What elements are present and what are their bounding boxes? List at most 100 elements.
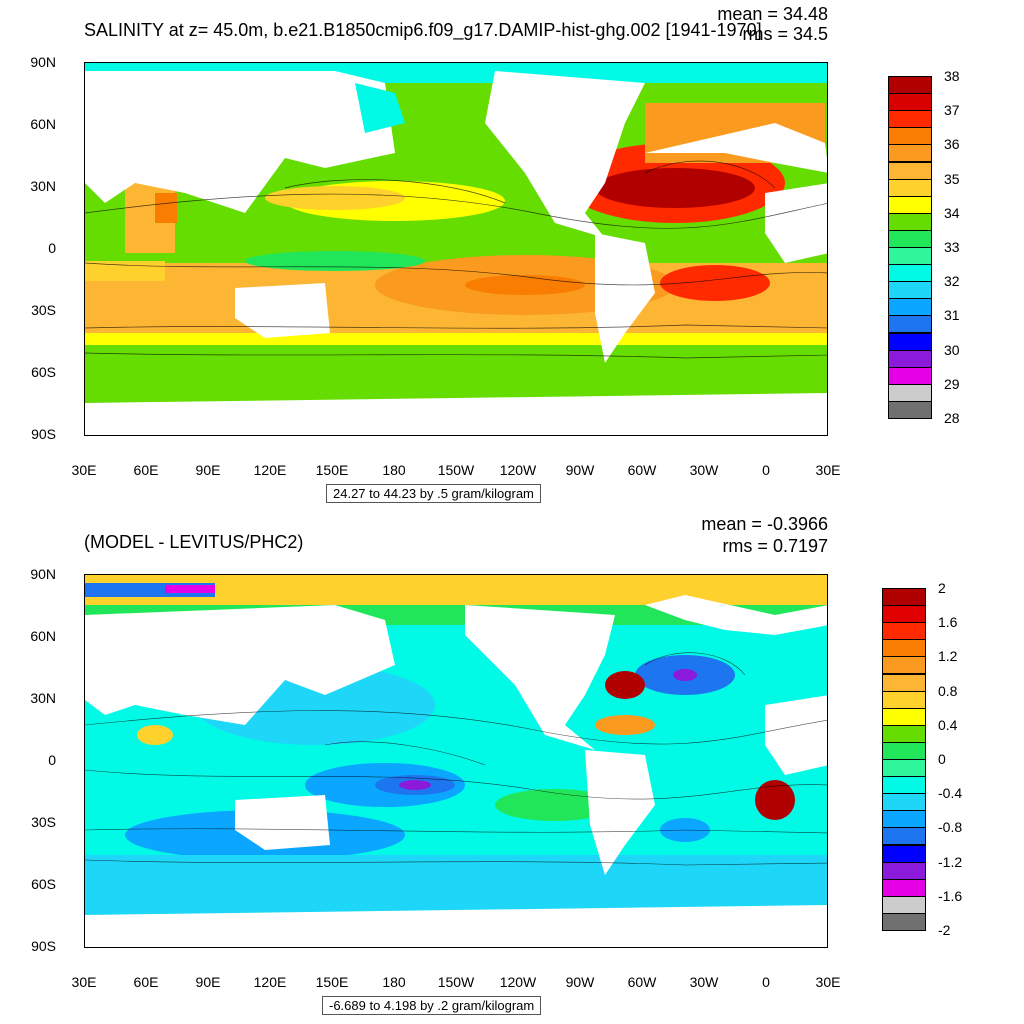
- colorbar-label: 34: [944, 204, 960, 221]
- y-tick-90n: 90N: [30, 566, 56, 582]
- difference-colorbar: 2 1.6 1.2 0.8 0.4 0 -0.4 -0.8 -1.2 -1.6 -2: [882, 580, 962, 938]
- colorbar-label: 31: [944, 307, 960, 324]
- x-tick-30w: 30W: [689, 462, 719, 478]
- colorbar-swatch: [882, 861, 926, 880]
- colorbar-swatch: [882, 759, 926, 778]
- salinity-panel: SALINITY at z= 45.0m, b.e21.B1850cmip6.f…: [30, 4, 960, 503]
- colorbar-swatch: [888, 264, 932, 283]
- colorbar-label: 1.2: [938, 648, 958, 665]
- colorbar-swatch: [882, 895, 926, 914]
- salinity-title: SALINITY at z= 45.0m, b.e21.B1850cmip6.f…: [84, 20, 762, 40]
- colorbar-swatch: [888, 229, 932, 248]
- colorbar-label: -0.4: [938, 785, 963, 802]
- x-tick-0: 0: [762, 974, 770, 990]
- x-tick-60e: 60E: [133, 974, 159, 990]
- colorbar-swatch: [882, 622, 926, 641]
- x-tick-90w: 90W: [565, 462, 595, 478]
- x-tick-30e-end: 30E: [815, 974, 841, 990]
- y-tick-60n: 60N: [30, 116, 56, 132]
- colorbar-label: 38: [944, 68, 960, 84]
- colorbar-label: 2: [938, 580, 946, 596]
- colorbar-label: 35: [944, 170, 960, 187]
- difference-rms: rms = 0.7197: [722, 536, 828, 556]
- y-tick-0: 0: [48, 752, 56, 768]
- colorbar-swatch: [882, 776, 926, 795]
- colorbar-swatch: [888, 383, 932, 402]
- x-tick-0: 0: [762, 462, 770, 478]
- x-tick-120e: 120E: [253, 462, 287, 478]
- colorbar-swatch: [888, 195, 932, 214]
- colorbar-label: 0.4: [938, 716, 958, 733]
- salinity-map: [84, 62, 828, 436]
- x-tick-150w: 150W: [437, 974, 475, 990]
- colorbar-swatch: [888, 315, 932, 334]
- y-tick-60s: 60S: [31, 364, 56, 380]
- y-tick-30s: 30S: [31, 814, 56, 830]
- colorbar-swatch: [888, 349, 932, 368]
- colorbar-label: 28: [944, 410, 960, 426]
- colorbar-swatch: [888, 247, 932, 266]
- x-tick-150e: 150E: [315, 974, 349, 990]
- colorbar-label: 36: [944, 136, 960, 153]
- y-tick-60s: 60S: [31, 876, 56, 892]
- x-tick-30e: 30E: [71, 462, 97, 478]
- x-tick-120w: 120W: [499, 974, 537, 990]
- colorbar-label: 1.6: [938, 614, 958, 631]
- colorbar-label: 33: [944, 239, 960, 255]
- x-tick-150w: 150W: [437, 462, 475, 478]
- colorbar-swatch: [888, 144, 932, 163]
- y-tick-60n: 60N: [30, 628, 56, 644]
- colorbar-swatch: [882, 741, 926, 760]
- colorbar-label: 0.8: [938, 682, 958, 699]
- x-tick-90e: 90E: [195, 462, 221, 478]
- colorbar-swatch: [888, 161, 932, 180]
- x-tick-180: 180: [382, 974, 406, 990]
- x-tick-60w: 60W: [627, 974, 657, 990]
- x-tick-30e: 30E: [71, 974, 97, 990]
- colorbar-label: -2: [938, 922, 951, 938]
- colorbar-swatch: [882, 912, 926, 931]
- x-tick-120e: 120E: [253, 974, 287, 990]
- difference-mean: mean = -0.3966: [701, 514, 828, 534]
- colorbar-label: 30: [944, 341, 960, 358]
- colorbar-label: -1.2: [938, 853, 963, 870]
- colorbar-swatch: [888, 93, 932, 112]
- y-tick-90s: 90S: [31, 426, 56, 442]
- salinity-range-label: 24.27 to 44.23 by .5 gram/kilogram: [326, 484, 541, 503]
- x-tick-30w: 30W: [689, 974, 719, 990]
- colorbar-swatch: [882, 844, 926, 863]
- colorbar-label: -1.6: [938, 887, 963, 904]
- colorbar-swatch: [882, 673, 926, 692]
- difference-title: (MODEL - LEVITUS/PHC2): [84, 532, 304, 552]
- difference-range-label: -6.689 to 4.198 by .2 gram/kilogram: [322, 996, 542, 1015]
- colorbar-label: 0: [938, 751, 946, 767]
- colorbar-label: 32: [944, 273, 960, 290]
- colorbar-swatch: [888, 178, 932, 197]
- colorbar-swatch: [882, 639, 926, 658]
- colorbar-swatch: [882, 827, 926, 846]
- colorbar-label: 29: [944, 375, 960, 392]
- x-tick-90e: 90E: [195, 974, 221, 990]
- y-tick-0: 0: [48, 240, 56, 256]
- colorbar-label: 37: [944, 102, 960, 119]
- difference-panel: (MODEL - LEVITUS/PHC2) mean = -0.3966 rm…: [0, 512, 1024, 1024]
- colorbar-swatch: [882, 793, 926, 812]
- y-tick-30s: 30S: [31, 302, 56, 318]
- colorbar-swatch: [888, 110, 932, 129]
- colorbar-swatch: [888, 281, 932, 300]
- salinity-mean: mean = 34.48: [717, 4, 828, 24]
- colorbar-swatch: [882, 588, 926, 607]
- x-tick-180: 180: [382, 462, 406, 478]
- colorbar-swatch: [882, 707, 926, 726]
- colorbar-swatch: [888, 400, 932, 419]
- y-tick-30n: 30N: [30, 690, 56, 706]
- colorbar-swatch: [882, 690, 926, 709]
- colorbar-swatch: [888, 366, 932, 385]
- y-tick-90s: 90S: [31, 938, 56, 954]
- colorbar-swatch: [888, 212, 932, 231]
- colorbar-swatch: [882, 605, 926, 624]
- x-tick-30e-end: 30E: [815, 462, 841, 478]
- salinity-rms: rms = 34.5: [742, 24, 828, 44]
- colorbar-swatch: [888, 76, 932, 95]
- colorbar-swatch: [882, 724, 926, 743]
